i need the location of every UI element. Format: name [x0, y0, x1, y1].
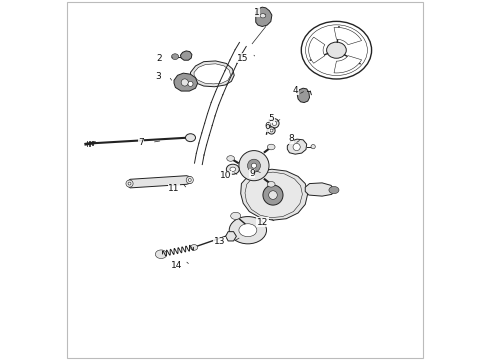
Circle shape — [247, 159, 260, 172]
Circle shape — [272, 121, 276, 126]
Ellipse shape — [306, 25, 368, 76]
Text: 9: 9 — [249, 169, 255, 178]
Circle shape — [268, 127, 275, 134]
Polygon shape — [287, 139, 307, 154]
Polygon shape — [225, 231, 236, 241]
Text: 12: 12 — [257, 218, 269, 227]
Ellipse shape — [186, 134, 196, 141]
Ellipse shape — [327, 42, 346, 58]
Text: 3: 3 — [155, 72, 161, 81]
Text: 2: 2 — [156, 54, 162, 63]
Polygon shape — [334, 27, 362, 45]
Polygon shape — [128, 176, 191, 188]
Polygon shape — [245, 172, 302, 218]
Ellipse shape — [191, 244, 197, 250]
Text: 6: 6 — [264, 122, 270, 131]
Circle shape — [126, 180, 133, 187]
Ellipse shape — [260, 14, 266, 18]
Text: 5: 5 — [269, 114, 274, 123]
Polygon shape — [297, 88, 310, 103]
Circle shape — [270, 119, 279, 128]
Ellipse shape — [239, 224, 257, 237]
Circle shape — [311, 144, 315, 149]
Ellipse shape — [227, 156, 235, 161]
Ellipse shape — [268, 181, 275, 187]
Text: 7: 7 — [138, 138, 144, 147]
Polygon shape — [309, 37, 325, 63]
Ellipse shape — [230, 167, 236, 171]
Polygon shape — [241, 169, 308, 220]
Text: 14: 14 — [171, 261, 183, 270]
Circle shape — [188, 81, 193, 86]
Ellipse shape — [172, 54, 179, 59]
Polygon shape — [174, 73, 197, 91]
Polygon shape — [194, 64, 231, 84]
Circle shape — [239, 150, 269, 181]
Circle shape — [293, 143, 300, 150]
Circle shape — [251, 163, 256, 168]
Circle shape — [128, 182, 131, 185]
Text: 10: 10 — [220, 171, 231, 180]
Text: 15: 15 — [237, 54, 248, 63]
Ellipse shape — [329, 186, 339, 194]
Polygon shape — [191, 61, 234, 87]
Circle shape — [269, 191, 277, 199]
Circle shape — [270, 129, 273, 132]
Ellipse shape — [301, 21, 371, 79]
Text: 4: 4 — [293, 86, 298, 95]
Ellipse shape — [229, 217, 267, 244]
Ellipse shape — [226, 164, 239, 174]
Text: 8: 8 — [288, 134, 294, 143]
Text: 11: 11 — [168, 184, 180, 193]
Polygon shape — [305, 183, 334, 196]
Ellipse shape — [231, 212, 241, 220]
Text: 13: 13 — [214, 237, 225, 246]
Polygon shape — [256, 7, 272, 27]
Circle shape — [186, 176, 194, 184]
Ellipse shape — [268, 144, 275, 150]
Polygon shape — [180, 51, 192, 60]
Circle shape — [181, 79, 188, 86]
Polygon shape — [334, 56, 362, 73]
Circle shape — [263, 185, 283, 205]
Text: 1: 1 — [254, 8, 259, 17]
Ellipse shape — [155, 250, 167, 258]
Circle shape — [188, 179, 191, 181]
